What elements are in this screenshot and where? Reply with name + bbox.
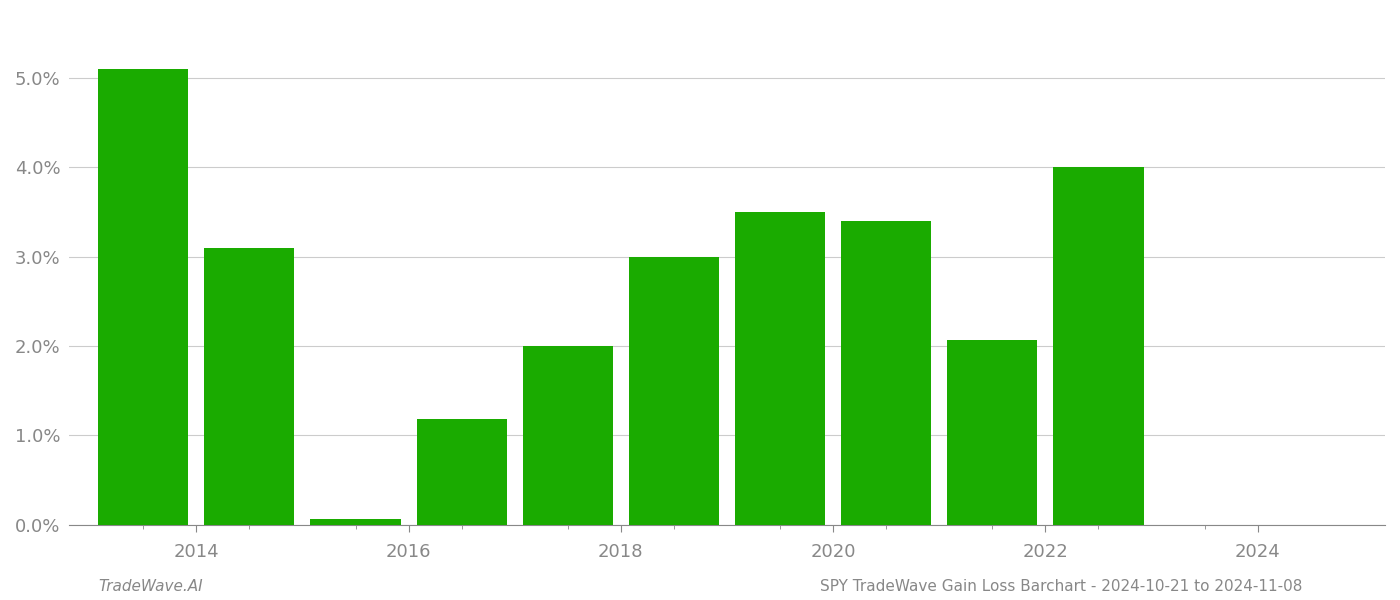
Bar bbox=[417, 419, 507, 525]
Bar bbox=[311, 518, 400, 525]
Text: SPY TradeWave Gain Loss Barchart - 2024-10-21 to 2024-11-08: SPY TradeWave Gain Loss Barchart - 2024-… bbox=[819, 579, 1302, 594]
Text: TradeWave.AI: TradeWave.AI bbox=[98, 579, 203, 594]
Bar bbox=[1053, 167, 1144, 525]
Bar bbox=[735, 212, 825, 525]
Bar bbox=[204, 248, 294, 525]
Bar bbox=[98, 68, 189, 525]
Bar bbox=[629, 257, 720, 525]
Bar bbox=[522, 346, 613, 525]
Bar bbox=[948, 340, 1037, 525]
Bar bbox=[841, 221, 931, 525]
